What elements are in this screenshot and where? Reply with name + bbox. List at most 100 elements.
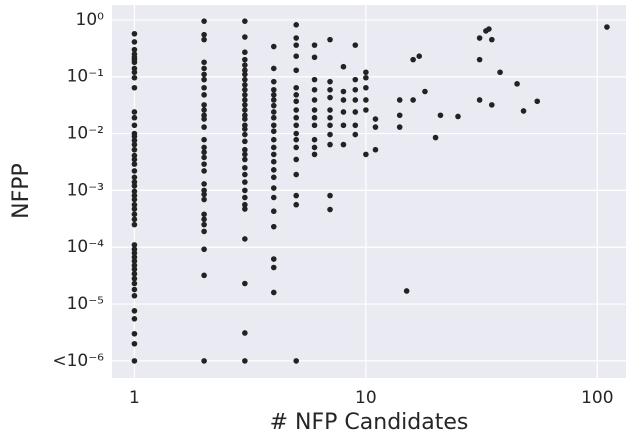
point bbox=[242, 97, 248, 103]
point bbox=[201, 196, 207, 203]
point bbox=[293, 67, 300, 74]
point bbox=[327, 131, 333, 138]
point bbox=[131, 152, 138, 159]
point bbox=[131, 146, 138, 153]
point bbox=[293, 35, 300, 41]
point bbox=[497, 69, 503, 76]
point bbox=[327, 114, 333, 121]
point bbox=[131, 109, 138, 115]
point bbox=[242, 156, 248, 163]
point bbox=[270, 43, 277, 50]
point bbox=[270, 109, 277, 115]
x-tick-label: 10 bbox=[355, 388, 377, 408]
point bbox=[311, 54, 318, 61]
point bbox=[403, 288, 410, 294]
point bbox=[327, 141, 333, 148]
point bbox=[242, 34, 248, 40]
point bbox=[131, 74, 138, 81]
point bbox=[327, 36, 333, 43]
point bbox=[422, 88, 428, 95]
point bbox=[489, 36, 495, 43]
point bbox=[352, 42, 359, 48]
point bbox=[270, 208, 277, 215]
point bbox=[131, 39, 138, 45]
point bbox=[327, 192, 333, 199]
point bbox=[363, 84, 369, 91]
point bbox=[201, 71, 207, 78]
point bbox=[201, 84, 207, 91]
point bbox=[131, 133, 138, 140]
point bbox=[131, 168, 138, 174]
y-tick-label: 10⁻³ bbox=[67, 180, 104, 200]
point bbox=[201, 107, 207, 113]
point bbox=[201, 246, 207, 253]
point bbox=[201, 116, 207, 122]
point bbox=[242, 18, 248, 24]
point bbox=[293, 136, 300, 143]
point bbox=[311, 122, 318, 129]
point bbox=[352, 109, 359, 115]
point bbox=[131, 59, 138, 66]
point bbox=[311, 136, 318, 143]
point bbox=[131, 271, 138, 277]
point bbox=[242, 49, 248, 56]
point bbox=[270, 102, 277, 109]
point bbox=[201, 154, 207, 161]
point bbox=[327, 122, 333, 129]
point bbox=[293, 22, 300, 28]
point bbox=[476, 35, 483, 41]
x-tick-label: 100 bbox=[581, 388, 613, 408]
point bbox=[311, 97, 318, 103]
point bbox=[293, 358, 300, 364]
point bbox=[293, 107, 300, 113]
point bbox=[270, 136, 277, 143]
point bbox=[396, 124, 403, 130]
point bbox=[131, 161, 138, 167]
point bbox=[242, 116, 248, 122]
point bbox=[352, 97, 359, 103]
point bbox=[131, 114, 138, 121]
point bbox=[242, 179, 248, 185]
point bbox=[201, 31, 207, 38]
point bbox=[242, 187, 248, 194]
point bbox=[242, 164, 248, 171]
point bbox=[131, 286, 138, 293]
point bbox=[131, 250, 138, 256]
point bbox=[270, 128, 277, 135]
point bbox=[131, 188, 138, 195]
point bbox=[396, 112, 403, 119]
point bbox=[410, 97, 416, 103]
y-axis-label: NFPP bbox=[9, 163, 34, 219]
point bbox=[486, 26, 492, 32]
point bbox=[327, 94, 333, 101]
point bbox=[131, 183, 138, 189]
y-tick-label: 10⁻⁴ bbox=[67, 237, 105, 257]
point bbox=[514, 81, 520, 87]
point bbox=[201, 18, 207, 24]
point bbox=[131, 330, 138, 337]
point bbox=[131, 201, 138, 208]
point bbox=[242, 76, 248, 83]
point bbox=[293, 130, 300, 137]
point bbox=[455, 113, 461, 120]
point bbox=[242, 194, 248, 201]
point bbox=[352, 86, 359, 93]
point bbox=[327, 86, 333, 93]
point bbox=[372, 146, 379, 153]
point bbox=[242, 67, 248, 74]
point bbox=[352, 131, 359, 138]
point bbox=[432, 134, 439, 141]
point bbox=[242, 102, 248, 108]
point bbox=[131, 254, 138, 260]
point bbox=[131, 308, 138, 314]
point bbox=[201, 187, 207, 194]
point bbox=[131, 292, 138, 299]
point bbox=[270, 97, 277, 103]
point bbox=[131, 122, 138, 129]
point bbox=[131, 316, 138, 322]
point bbox=[131, 174, 138, 181]
point bbox=[242, 71, 248, 78]
point bbox=[293, 171, 300, 178]
